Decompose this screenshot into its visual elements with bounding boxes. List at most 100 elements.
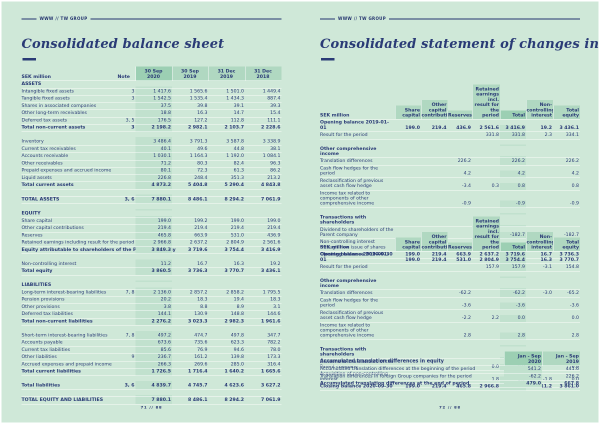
value-cell: 112.8 [230, 117, 244, 123]
row-label: Translation differences [320, 158, 373, 164]
value-cell: -3.6 [569, 302, 579, 309]
table-row: Non-controlling interest 11.2 16.7 16.3 19.2 [21, 260, 282, 268]
row-label: Non-controlling interest [21, 260, 77, 267]
note-reference [118, 266, 136, 268]
table-row: Result for the period 331.8 331.8 2.3 334.1 [320, 132, 580, 140]
value-cell: 236.7 [135, 354, 172, 361]
note-reference [118, 367, 136, 369]
row-label: Retained earnings including result for t… [21, 239, 135, 246]
value-cell [395, 188, 421, 190]
value-cell: 331.8 [485, 132, 499, 138]
row-label: EQUITY [21, 210, 41, 217]
value-cell: 465.8 [456, 383, 471, 390]
table-row: Reclassification of previous asset cash … [320, 309, 580, 323]
value-cell: 16.3 [233, 260, 244, 267]
value-cell: 80.3 [197, 160, 208, 166]
table-row: Translation differences in foreign Group… [320, 373, 580, 381]
value-cell: 285.0 [230, 361, 244, 367]
value-cell: 3 436.1 [559, 124, 579, 131]
table-row: Retained earnings including result for t… [21, 239, 282, 247]
value-cell: 2 103.7 [224, 124, 244, 131]
value-cell: 663.9 [194, 232, 208, 238]
value-cell: 16.7 [540, 251, 552, 258]
table-row: Cash flow hedges for the period -3.6 -3.6 -… [320, 297, 580, 310]
value-cell: 219.4 [431, 383, 447, 390]
table-row: Accrued expenses and prepaid income 266.3… [21, 361, 282, 369]
column-header: Share capital [395, 237, 421, 252]
column-header: Non- controlling interest [526, 232, 555, 252]
value-cell [395, 269, 421, 271]
equity-changes-table-2019: SEK million Share capital Other capital co… [320, 84, 580, 259]
row-label: Other comprehensive income [320, 277, 377, 289]
row-label: TOTAL EQUITY AND LIABILITIES [21, 397, 104, 403]
value-cell: 19.2 [540, 124, 552, 131]
table-row [320, 271, 580, 278]
value-cell: 2 982.1 [187, 124, 208, 131]
value-cell: -2.2 [461, 315, 471, 321]
value-cell: 139.8 [230, 354, 244, 360]
value-cell: 4.2 [500, 170, 526, 178]
column-header: Other capital contributions [421, 100, 457, 120]
value-cell: 199.2 [194, 217, 208, 224]
value-cell [526, 338, 553, 340]
value-cell: 2 804.9 [479, 256, 499, 263]
value-cell [472, 308, 500, 310]
value-cell: 2 858.2 [226, 289, 244, 295]
value-cell: -182.7 [564, 231, 579, 238]
table-header-row: Accumulated translation differences in e… [320, 351, 580, 366]
value-cell: 351.3 [230, 174, 244, 181]
value-cell: 1 030.1 [135, 153, 172, 160]
value-cell [448, 213, 473, 215]
value-cell: 226.8 [135, 174, 172, 182]
row-label: Deferred tax liabilities [21, 311, 73, 317]
row-label: Result for the period [320, 264, 368, 270]
value-cell: 0.0 [491, 363, 499, 370]
row-label: Reclassification of previous asset cash … [320, 309, 384, 321]
value-cell: 2 857.2 [189, 289, 208, 295]
note-reference: 7, 8 [125, 332, 135, 338]
table-row: TOTAL EQUITY AND LIABILITIES 7 880.1 8 486… [21, 396, 282, 405]
row-label: Other long-term receivables [21, 110, 87, 116]
value-cell [526, 163, 553, 165]
value-cell: 219.4 [194, 225, 208, 231]
value-cell [395, 308, 421, 310]
row-label: LIABILITIES [21, 282, 52, 288]
table-row: Transactions with shareholders [320, 214, 580, 227]
row-label: Deferred tax assets [21, 117, 68, 123]
table-row [22, 390, 282, 397]
note-reference [118, 166, 136, 168]
value-cell: 3 791.3 [189, 138, 208, 145]
value-cell: 0.0 [500, 315, 526, 322]
value-cell [553, 144, 580, 146]
value-cell: 1 640.2 [224, 368, 244, 375]
value-cell [209, 209, 246, 211]
value-cell: 3 770.7 [224, 268, 244, 274]
row-label: Opening balance 2019-01-01 [320, 119, 389, 131]
value-cell: 3 736.3 [559, 251, 579, 258]
value-cell [395, 176, 421, 178]
value-cell: 127.2 [194, 117, 208, 123]
value-cell: 8 486.1 [187, 397, 208, 403]
value-cell [421, 206, 448, 208]
value-cell: 2 198.2 [135, 124, 172, 132]
value-cell: 49.6 [197, 145, 208, 152]
table-row: ASSETS [21, 81, 282, 89]
value-cell: 219.4 [135, 225, 172, 232]
note-reference [118, 180, 136, 182]
value-cell: -3.6 [461, 302, 471, 309]
value-cell: 248.4 [194, 174, 208, 181]
value-cell: 111.1 [267, 117, 281, 123]
value-cell: 7 880.1 [135, 196, 172, 204]
column-header: Retained earnings incl. result for the p… [472, 84, 500, 120]
value-cell: 4.2 [571, 170, 579, 177]
value-cell: 219.4 [267, 225, 281, 231]
table-row: Total non-current liabilities 2 276.2 3 02… [21, 318, 282, 326]
note-reference [118, 402, 136, 404]
note-reference: 3, 6 [124, 196, 135, 203]
table-row: Inventory 3 486.4 3 791.3 3 587.8 3 338.9 [21, 138, 282, 146]
note-reference [118, 252, 136, 254]
title-underline [22, 58, 36, 61]
value-cell: 3 416.9 [500, 124, 526, 132]
value-cell: 19.2 [270, 260, 281, 267]
